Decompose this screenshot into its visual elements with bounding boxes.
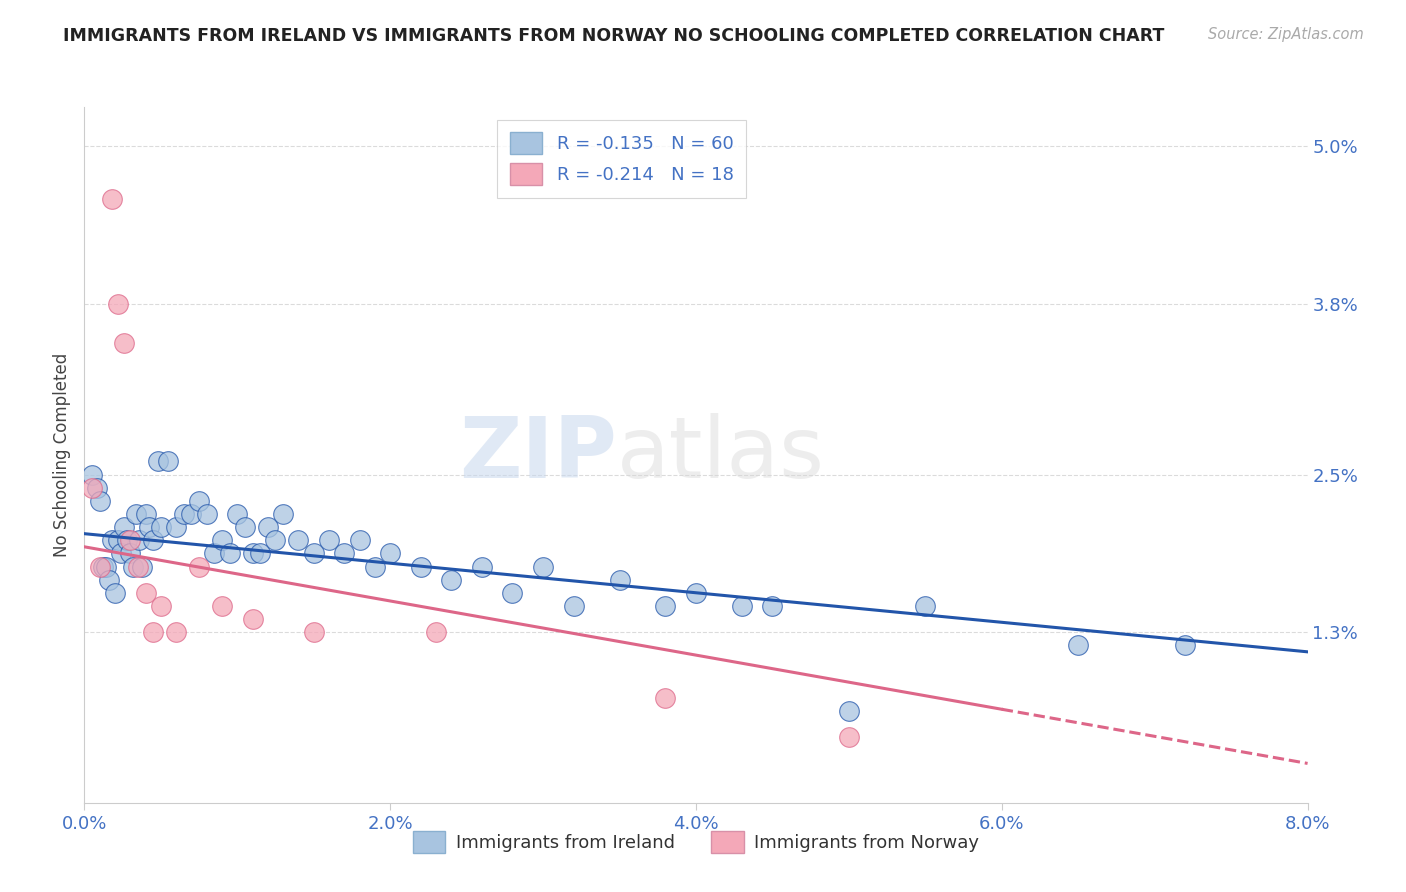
Point xyxy=(142,625,165,640)
Point xyxy=(1174,638,1197,652)
Point xyxy=(188,559,211,574)
Point xyxy=(257,520,280,534)
Point xyxy=(112,520,135,534)
Point xyxy=(94,559,117,574)
Point xyxy=(101,192,124,206)
Y-axis label: No Schooling Completed: No Schooling Completed xyxy=(53,353,72,557)
Point xyxy=(211,533,233,548)
Point xyxy=(135,586,157,600)
Point xyxy=(86,481,108,495)
Point xyxy=(173,507,195,521)
Point xyxy=(131,559,153,574)
Legend: Immigrants from Ireland, Immigrants from Norway: Immigrants from Ireland, Immigrants from… xyxy=(405,823,987,860)
Point xyxy=(425,625,447,640)
Point xyxy=(264,533,287,548)
Point xyxy=(271,507,294,521)
Point xyxy=(165,520,187,534)
Point xyxy=(188,494,211,508)
Point xyxy=(218,546,240,560)
Point xyxy=(838,730,860,744)
Point xyxy=(302,625,325,640)
Point xyxy=(180,507,202,521)
Point xyxy=(195,507,218,521)
Text: IMMIGRANTS FROM IRELAND VS IMMIGRANTS FROM NORWAY NO SCHOOLING COMPLETED CORRELA: IMMIGRANTS FROM IRELAND VS IMMIGRANTS FR… xyxy=(63,27,1164,45)
Point xyxy=(226,507,249,521)
Point xyxy=(502,586,524,600)
Point xyxy=(654,690,676,705)
Point xyxy=(318,533,340,548)
Point xyxy=(685,586,707,600)
Point xyxy=(138,520,160,534)
Point xyxy=(333,546,356,560)
Point xyxy=(249,546,271,560)
Point xyxy=(531,559,554,574)
Text: Source: ZipAtlas.com: Source: ZipAtlas.com xyxy=(1208,27,1364,42)
Point xyxy=(101,533,124,548)
Point xyxy=(80,481,103,495)
Point xyxy=(146,454,169,468)
Point xyxy=(302,546,325,560)
Point xyxy=(731,599,754,613)
Point xyxy=(349,533,371,548)
Point xyxy=(202,546,225,560)
Point xyxy=(440,573,463,587)
Point xyxy=(380,546,402,560)
Point xyxy=(104,586,127,600)
Point xyxy=(609,573,631,587)
Point xyxy=(89,559,111,574)
Point xyxy=(120,533,142,548)
Point xyxy=(97,573,120,587)
Point xyxy=(914,599,936,613)
Point xyxy=(107,533,129,548)
Text: atlas: atlas xyxy=(616,413,824,497)
Point xyxy=(91,559,114,574)
Point xyxy=(135,507,157,521)
Text: ZIP: ZIP xyxy=(458,413,616,497)
Point xyxy=(364,559,387,574)
Point xyxy=(471,559,494,574)
Point xyxy=(761,599,783,613)
Point xyxy=(112,336,135,351)
Point xyxy=(654,599,676,613)
Point xyxy=(127,559,149,574)
Point xyxy=(128,533,150,548)
Point xyxy=(125,507,148,521)
Point xyxy=(80,467,103,482)
Point xyxy=(89,494,111,508)
Point xyxy=(242,612,264,626)
Point xyxy=(233,520,256,534)
Point xyxy=(409,559,432,574)
Point xyxy=(165,625,187,640)
Point xyxy=(242,546,264,560)
Point xyxy=(142,533,165,548)
Point xyxy=(120,546,142,560)
Point xyxy=(838,704,860,718)
Point xyxy=(149,520,172,534)
Point xyxy=(157,454,180,468)
Point xyxy=(562,599,585,613)
Point xyxy=(115,533,138,548)
Point xyxy=(107,297,129,311)
Point xyxy=(149,599,172,613)
Point xyxy=(211,599,233,613)
Point xyxy=(110,546,132,560)
Point xyxy=(1067,638,1090,652)
Point xyxy=(287,533,309,548)
Point xyxy=(122,559,145,574)
